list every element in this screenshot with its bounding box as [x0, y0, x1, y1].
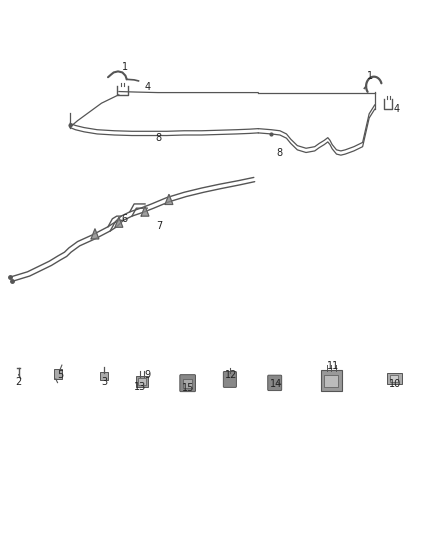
- FancyBboxPatch shape: [391, 375, 398, 382]
- Text: 3: 3: [102, 377, 108, 387]
- FancyBboxPatch shape: [321, 370, 342, 391]
- Text: 6: 6: [121, 214, 127, 224]
- Text: 4: 4: [393, 104, 399, 114]
- FancyBboxPatch shape: [54, 369, 62, 379]
- Text: 9: 9: [144, 370, 150, 379]
- Text: 5: 5: [57, 370, 63, 379]
- Text: 8: 8: [155, 133, 161, 143]
- FancyBboxPatch shape: [180, 375, 195, 392]
- Text: 10: 10: [389, 379, 401, 389]
- Text: 8: 8: [277, 148, 283, 158]
- Text: 11: 11: [327, 361, 339, 371]
- Text: 4: 4: [145, 82, 151, 92]
- FancyBboxPatch shape: [136, 376, 148, 387]
- Text: 1: 1: [367, 70, 374, 80]
- Polygon shape: [141, 206, 149, 216]
- Text: 14: 14: [269, 379, 282, 389]
- FancyBboxPatch shape: [324, 375, 338, 387]
- Text: 13: 13: [134, 382, 146, 392]
- Text: 1: 1: [122, 62, 128, 72]
- FancyBboxPatch shape: [223, 372, 237, 387]
- Text: 7: 7: [156, 221, 162, 231]
- FancyBboxPatch shape: [268, 375, 282, 391]
- Text: 12: 12: [225, 370, 237, 379]
- Polygon shape: [91, 229, 99, 239]
- Polygon shape: [165, 195, 173, 205]
- FancyBboxPatch shape: [183, 379, 192, 388]
- FancyBboxPatch shape: [100, 372, 109, 381]
- FancyBboxPatch shape: [138, 378, 146, 385]
- Text: 2: 2: [16, 377, 22, 387]
- FancyBboxPatch shape: [387, 373, 402, 384]
- Polygon shape: [115, 217, 123, 227]
- Text: 15: 15: [182, 383, 195, 393]
